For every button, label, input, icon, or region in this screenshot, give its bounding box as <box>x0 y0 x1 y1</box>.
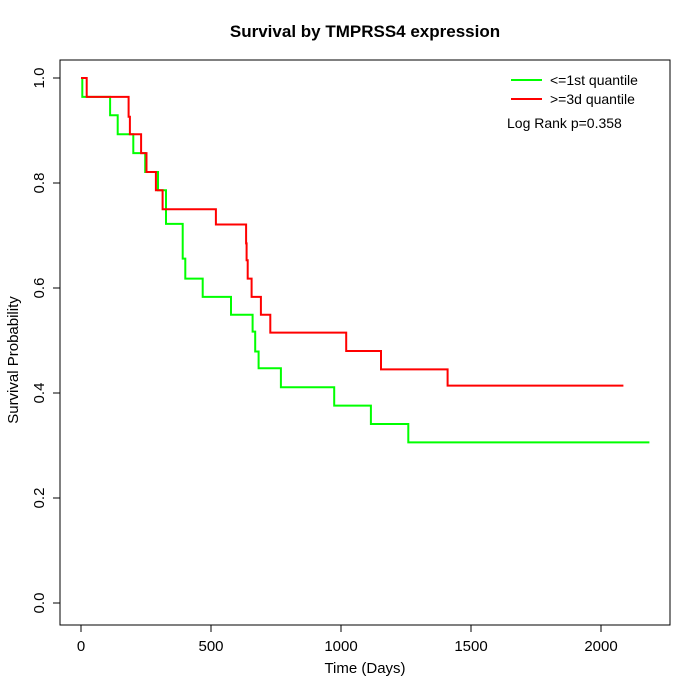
chart-title: Survival by TMPRSS4 expression <box>230 22 500 41</box>
y-tick-label: 0.0 <box>31 593 48 614</box>
y-tick-label: 0.4 <box>31 383 48 404</box>
x-axis-title: Time (Days) <box>324 660 405 677</box>
x-tick-label: 1000 <box>324 638 357 655</box>
survival-curve-third-quantile <box>81 77 624 387</box>
y-tick-label: 1.0 <box>31 68 48 89</box>
x-axis: 0 500 1000 1500 2000 <box>77 625 618 655</box>
log-rank-annotation: Log Rank p=0.358 <box>507 115 622 131</box>
x-tick-label: 0 <box>77 638 85 655</box>
legend-label-first-quantile: <=1st quantile <box>550 72 638 88</box>
y-tick-label: 0.2 <box>31 488 48 509</box>
y-axis: 0.0 0.2 0.4 0.6 0.8 1.0 <box>31 68 60 614</box>
survival-curve-first-quantile <box>81 77 650 444</box>
legend: <=1st quantile >=3d quantile Log Rank p=… <box>507 72 638 131</box>
y-tick-label: 0.6 <box>31 278 48 299</box>
plot-border <box>59 59 671 626</box>
x-tick-label: 500 <box>198 638 223 655</box>
survival-curves <box>81 77 650 444</box>
x-tick-label: 1500 <box>454 638 487 655</box>
y-tick-label: 0.8 <box>31 173 48 194</box>
y-axis-title: Survival Probability <box>5 296 22 424</box>
legend-label-third-quantile: >=3d quantile <box>550 91 635 107</box>
x-tick-label: 2000 <box>584 638 617 655</box>
